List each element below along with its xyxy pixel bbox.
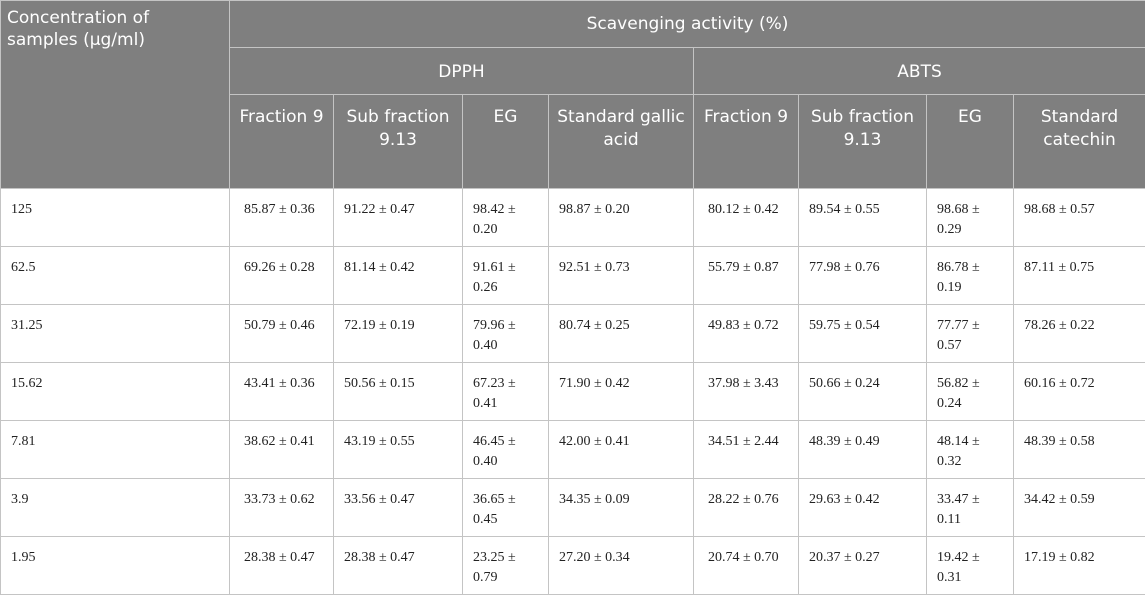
value-cell: 20.37 ± 0.27 xyxy=(798,536,927,595)
value-cell: 56.82 ± 0.24 xyxy=(926,362,1014,421)
value-cell: 50.56 ± 0.15 xyxy=(333,362,463,421)
value-cell: 48.39 ± 0.58 xyxy=(1012,420,1145,479)
value-cell: 50.66 ± 0.24 xyxy=(798,362,927,421)
concentration-cell: 7.81 xyxy=(0,420,230,479)
value-cell: 23.25 ± 0.79 xyxy=(462,536,549,595)
value-cell: 80.12 ± 0.42 xyxy=(693,188,799,247)
value-cell: 34.42 ± 0.59 xyxy=(1012,478,1145,537)
value-cell: 29.63 ± 0.42 xyxy=(798,478,927,537)
value-cell: 48.39 ± 0.49 xyxy=(798,420,927,479)
value-cell: 71.90 ± 0.42 xyxy=(548,362,694,421)
value-cell: 69.26 ± 0.28 xyxy=(229,246,334,305)
value-cell: 42.00 ± 0.41 xyxy=(548,420,694,479)
table-row: 7.81 38.62 ± 0.41 43.19 ± 0.55 46.45 ± 0.40… xyxy=(0,420,1145,479)
value-cell: 92.51 ± 0.73 xyxy=(548,246,694,305)
value-cell: 48.14 ± 0.32 xyxy=(926,420,1014,479)
header-column: Sub fraction 9.13 xyxy=(798,94,927,189)
value-cell: 80.74 ± 0.25 xyxy=(548,304,694,363)
header-column: Fraction 9 xyxy=(693,94,799,189)
table-body: 125 85.87 ± 0.36 91.22 ± 0.47 98.42 ± 0.20 9… xyxy=(0,188,1145,595)
table-row: 15.62 43.41 ± 0.36 50.56 ± 0.15 67.23 ± 0.4… xyxy=(0,362,1145,421)
header-group-dpph: DPPH xyxy=(229,47,694,95)
table-row: 1.95 28.38 ± 0.47 28.38 ± 0.47 23.25 ± 0.79… xyxy=(0,536,1145,595)
concentration-cell: 3.9 xyxy=(0,478,230,537)
header-concentration: Concentration of samples (µg/ml) xyxy=(0,0,230,189)
concentration-cell: 62.5 xyxy=(0,246,230,305)
header-column: Fraction 9 xyxy=(229,94,334,189)
value-cell: 33.73 ± 0.62 xyxy=(229,478,334,537)
value-cell: 79.96 ± 0.40 xyxy=(462,304,549,363)
concentration-cell: 125 xyxy=(0,188,230,247)
value-cell: 50.79 ± 0.46 xyxy=(229,304,334,363)
value-cell: 91.22 ± 0.47 xyxy=(333,188,463,247)
value-cell: 33.47 ± 0.11 xyxy=(926,478,1014,537)
value-cell: 72.19 ± 0.19 xyxy=(333,304,463,363)
table-row: 125 85.87 ± 0.36 91.22 ± 0.47 98.42 ± 0.20 9… xyxy=(0,188,1145,247)
value-cell: 91.61 ± 0.26 xyxy=(462,246,549,305)
value-cell: 43.41 ± 0.36 xyxy=(229,362,334,421)
value-cell: 78.26 ± 0.22 xyxy=(1012,304,1145,363)
header-group-abts: ABTS xyxy=(692,47,1145,95)
header-column: Standard gallic acid xyxy=(548,94,694,189)
concentration-cell: 15.62 xyxy=(0,362,230,421)
value-cell: 38.62 ± 0.41 xyxy=(229,420,334,479)
value-cell: 43.19 ± 0.55 xyxy=(333,420,463,479)
concentration-cell: 1.95 xyxy=(0,536,230,595)
value-cell: 49.83 ± 0.72 xyxy=(693,304,799,363)
concentration-cell: 31.25 xyxy=(0,304,230,363)
value-cell: 28.38 ± 0.47 xyxy=(333,536,463,595)
header-scavenging-activity: Scavenging activity (%) xyxy=(228,0,1145,48)
header-column: Standard catechin xyxy=(1012,94,1145,189)
table-row: 3.9 33.73 ± 0.62 33.56 ± 0.47 36.65 ± 0.45 3… xyxy=(0,478,1145,537)
value-cell: 17.19 ± 0.82 xyxy=(1012,536,1145,595)
value-cell: 89.54 ± 0.55 xyxy=(798,188,927,247)
value-cell: 60.16 ± 0.72 xyxy=(1012,362,1145,421)
value-cell: 28.22 ± 0.76 xyxy=(693,478,799,537)
value-cell: 20.74 ± 0.70 xyxy=(693,536,799,595)
value-cell: 34.51 ± 2.44 xyxy=(693,420,799,479)
value-cell: 81.14 ± 0.42 xyxy=(333,246,463,305)
table-row: 62.5 69.26 ± 0.28 81.14 ± 0.42 91.61 ± 0.26… xyxy=(0,246,1145,305)
header-column: Sub fraction 9.13 xyxy=(333,94,463,189)
value-cell: 59.75 ± 0.54 xyxy=(798,304,927,363)
value-cell: 27.20 ± 0.34 xyxy=(548,536,694,595)
value-cell: 87.11 ± 0.75 xyxy=(1012,246,1145,305)
value-cell: 67.23 ± 0.41 xyxy=(462,362,549,421)
value-cell: 85.87 ± 0.36 xyxy=(229,188,334,247)
value-cell: 55.79 ± 0.87 xyxy=(693,246,799,305)
value-cell: 86.78 ± 0.19 xyxy=(926,246,1014,305)
value-cell: 98.87 ± 0.20 xyxy=(548,188,694,247)
value-cell: 77.77 ± 0.57 xyxy=(926,304,1014,363)
value-cell: 37.98 ± 3.43 xyxy=(693,362,799,421)
value-cell: 98.42 ± 0.20 xyxy=(462,188,549,247)
value-cell: 34.35 ± 0.09 xyxy=(548,478,694,537)
value-cell: 19.42 ± 0.31 xyxy=(926,536,1014,595)
value-cell: 46.45 ± 0.40 xyxy=(462,420,549,479)
value-cell: 36.65 ± 0.45 xyxy=(462,478,549,537)
header-column: EG xyxy=(462,94,549,189)
header-column: EG xyxy=(926,94,1014,189)
value-cell: 33.56 ± 0.47 xyxy=(333,478,463,537)
value-cell: 28.38 ± 0.47 xyxy=(229,536,334,595)
value-cell: 77.98 ± 0.76 xyxy=(798,246,927,305)
table-row: 31.25 50.79 ± 0.46 72.19 ± 0.19 79.96 ± 0.4… xyxy=(0,304,1145,363)
value-cell: 98.68 ± 0.29 xyxy=(926,188,1014,247)
value-cell: 98.68 ± 0.57 xyxy=(1012,188,1145,247)
